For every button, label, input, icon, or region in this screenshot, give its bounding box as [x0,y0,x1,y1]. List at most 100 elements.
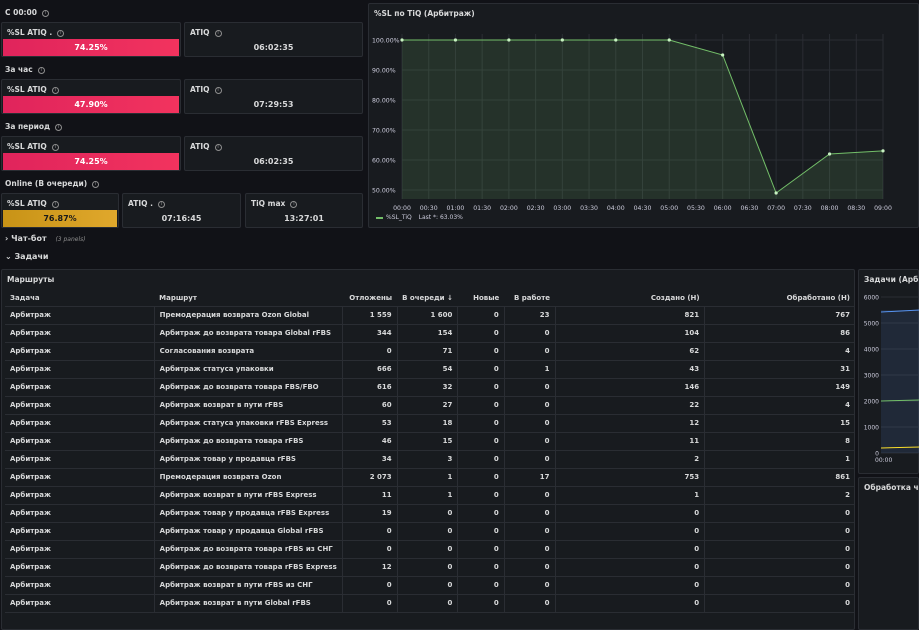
y-tick-label: 5000 [864,321,879,328]
table-cell: 0 [504,342,556,361]
table-cell: 0 [397,504,459,523]
info-icon[interactable]: i [290,200,298,208]
sl-atiq-panel-last-hour: %SL ATIQ i 47.90% [1,79,181,114]
panel-title: ATIQ [190,85,210,94]
x-tick-label: 06:00 [714,205,732,212]
series-line [880,446,919,449]
table-cell: Арбитраж [5,486,155,505]
table-cell: 154 [397,324,459,343]
sl-atiq-value: 47.90% [3,96,179,113]
y-tick-label: 0 [875,451,879,458]
table-cell: Арбитраж до возврата товара Global rFBS [154,324,343,343]
x-tick-label: 06:30 [740,205,758,212]
atiq-panel-last-hour: ATIQ i 07:29:53 [184,79,363,114]
table-cell: 0 [704,576,855,595]
info-icon[interactable]: i [51,143,59,151]
table-row: Арбитраж Арбитраж до возврата товара Glob… [5,324,855,343]
table-cell: 22 [555,396,706,415]
column-header[interactable]: Задача [5,290,155,307]
data-point [453,38,458,42]
table-cell: 0 [457,360,505,379]
table-cell: Арбитраж статуса упаковки [154,360,343,379]
y-tick-label: 6000 [864,295,879,302]
table-cell: 0 [555,540,706,559]
table-cell: 0 [504,558,556,577]
table-cell: 0 [504,594,556,613]
row-label-last-hour: За час i [5,65,45,74]
info-icon[interactable]: i [157,200,165,208]
x-tick-label: 05:30 [687,205,705,212]
table-cell: 0 [397,576,459,595]
table-cell: Арбитраж [5,342,155,361]
legend-swatch [376,216,383,219]
data-point [721,53,725,57]
table-cell: 0 [457,378,505,397]
y-tick-label: 90.00% [372,68,396,75]
table-cell: 0 [457,594,505,613]
data-point [667,38,671,42]
table-cell: 0 [397,540,459,559]
column-header[interactable]: Отложены [342,290,398,307]
table-cell: 0 [555,594,706,613]
chart-legend[interactable]: %SL_TiQ Last *: 63.03% [376,214,463,221]
table-cell: Арбитраж [5,576,155,595]
info-icon[interactable]: i [214,29,222,37]
table-cell: 53 [342,414,398,433]
table-cell: Арбитраж [5,522,155,541]
table-cell: 0 [342,342,398,361]
y-tick-label: 50.00% [372,188,396,195]
table-cell: Арбитраж возврат в пути Global rFBS [154,594,343,613]
table-cell: 1 [704,450,855,469]
table-cell: 0 [342,522,398,541]
y-tick-label: 80.00% [372,98,396,105]
tiq-max-value: 13:27:01 [284,214,324,223]
table-cell: 0 [342,594,398,613]
info-icon[interactable]: i [37,66,45,74]
y-tick-label: 1000 [864,425,879,432]
x-tick-label: 04:30 [634,205,652,212]
table-cell: Арбитраж товар у продавца rFBS [154,450,343,469]
table-cell: 34 [342,450,398,469]
panel-title: %SL ATIQ [7,199,47,208]
data-point [400,38,404,42]
column-header[interactable]: В очереди ↓ [397,290,458,307]
section-note: (3 panels) [55,236,86,243]
section-chatbot[interactable]: › Чат-бот (3 panels) [5,234,86,243]
table-cell: 1 600 [397,306,459,325]
table-cell: 1 [397,486,459,505]
table-cell: 1 [504,360,556,379]
column-header[interactable]: Маршрут [154,290,343,307]
info-icon[interactable]: i [214,86,222,94]
info-icon[interactable]: i [92,180,100,188]
section-tasks[interactable]: ⌄ Задачи [5,252,49,261]
column-header[interactable]: Новые [457,290,505,307]
table-cell: 3 [397,450,459,469]
column-header[interactable]: Создано (Н) [555,290,705,307]
info-icon[interactable]: i [55,123,63,131]
data-point [881,149,885,153]
info-icon[interactable]: i [51,86,59,94]
atiq-value: 06:02:35 [253,43,294,52]
table-cell: Арбитраж возврат в пути rFBS Express [154,486,343,505]
info-icon[interactable]: i [51,200,59,208]
column-header[interactable]: Обработано (Н) [704,290,855,307]
info-icon[interactable]: i [42,9,49,17]
legend-last: Last *: 63.03% [418,214,463,221]
info-icon[interactable]: i [214,143,222,151]
info-icon[interactable]: i [57,29,65,37]
x-tick-label: 05:00 [660,205,678,212]
routes-table: Задача Маршрут Отложены В очереди ↓ Новые В р… [5,290,855,613]
routes-title: Маршруты [7,275,55,284]
x-tick-label: 08:00 [821,205,839,212]
column-header[interactable]: В работе [504,290,555,307]
table-row: Арбитраж Арбитраж статуса упаковки 666 54 0 1… [5,360,855,379]
row-label-online: Online (В очереди) i [5,179,100,188]
y-tick-label: 100.00% [372,38,400,45]
table-cell: 0 [397,522,459,541]
table-row: Арбитраж Арбитраж до возврата товара FBS/… [5,378,855,397]
table-cell: 12 [342,558,398,577]
table-cell: 23 [504,306,556,325]
series-line [880,309,919,313]
table-row: Арбитраж Арбитраж возврат в пути rFBS 60 27… [5,396,855,415]
x-tick-label: 08:30 [847,205,865,212]
